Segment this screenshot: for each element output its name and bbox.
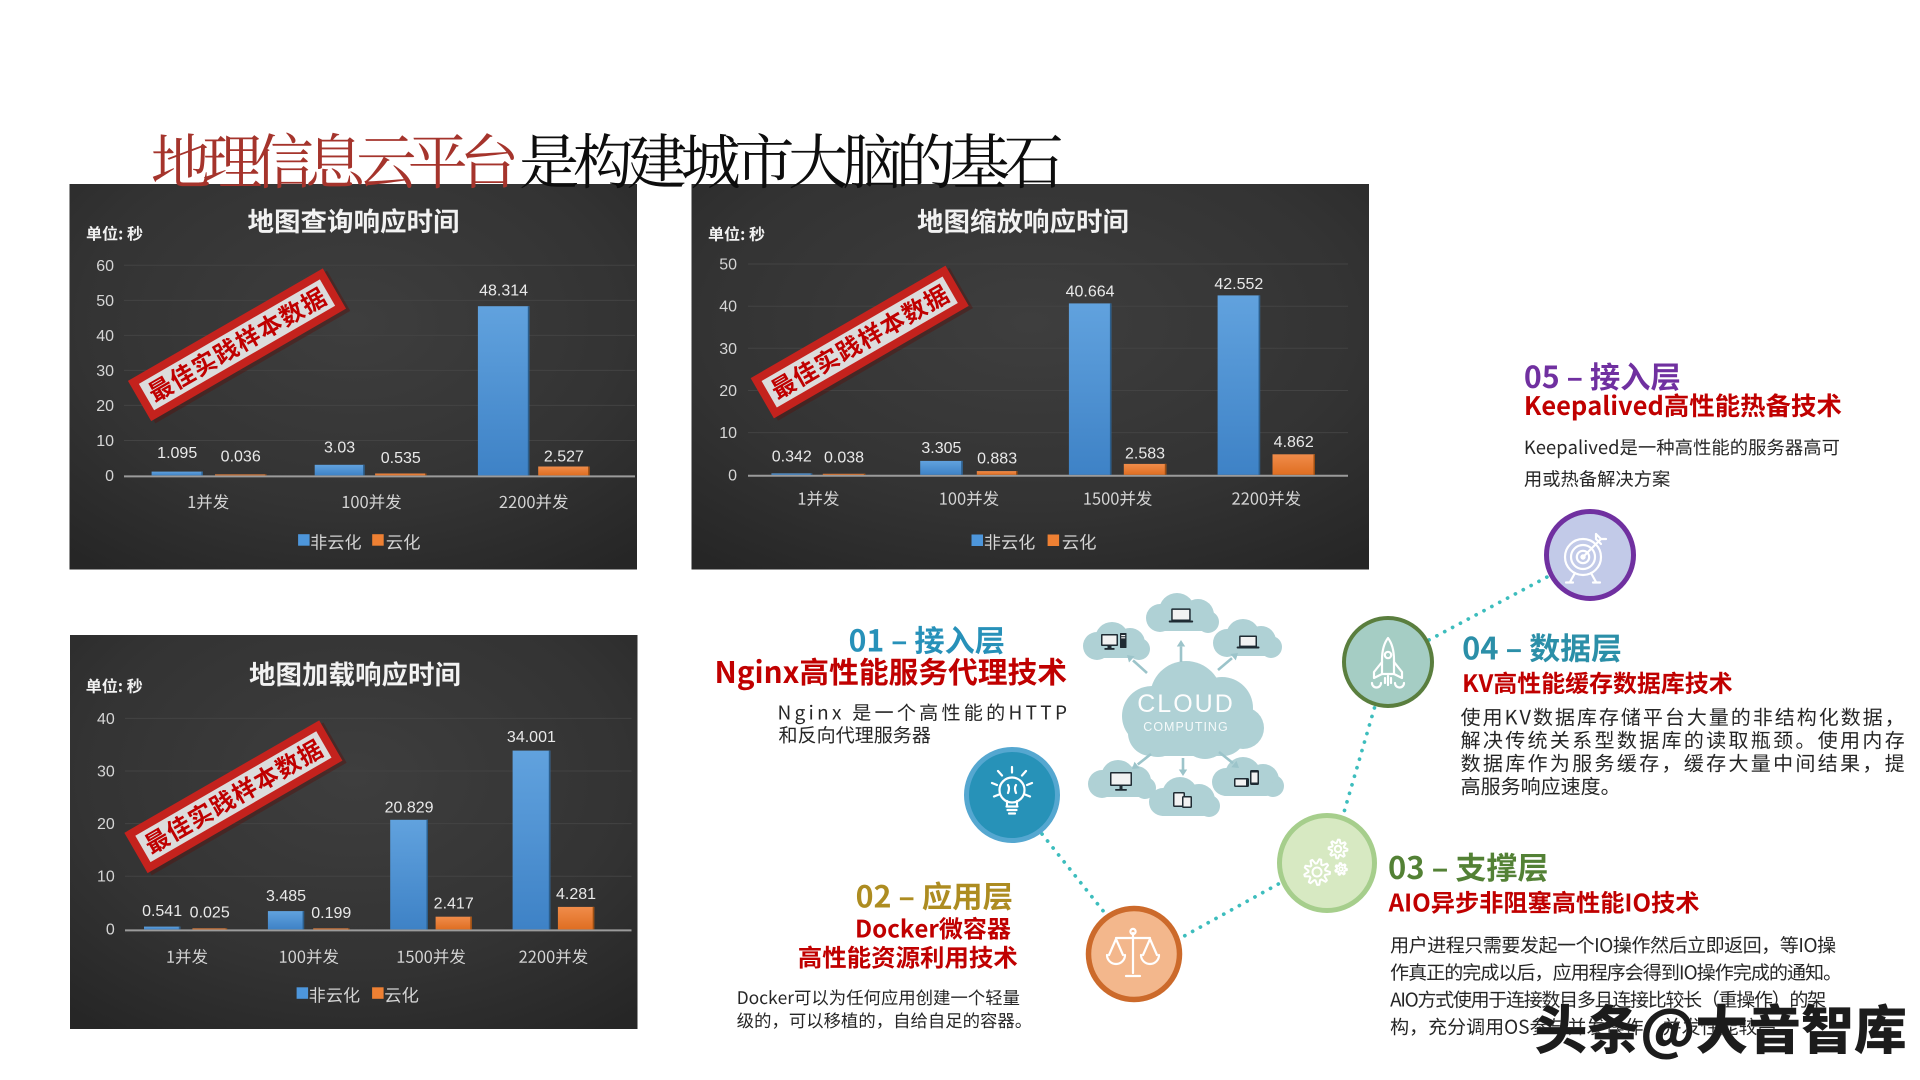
svg-text:0.541: 0.541: [142, 903, 182, 920]
svg-text:3.03: 3.03: [324, 440, 355, 457]
svg-text:40: 40: [719, 299, 737, 316]
svg-text:50: 50: [719, 257, 737, 274]
svg-text:2.583: 2.583: [1125, 445, 1165, 462]
svg-text:34.001: 34.001: [507, 729, 556, 746]
svg-text:10: 10: [719, 425, 737, 442]
svg-text:0.883: 0.883: [977, 451, 1017, 468]
svg-text:3.485: 3.485: [266, 888, 306, 905]
svg-text:40: 40: [96, 328, 114, 345]
svg-text:3.305: 3.305: [921, 440, 961, 457]
svg-text:0.342: 0.342: [772, 449, 812, 466]
svg-text:4.281: 4.281: [556, 886, 596, 903]
svg-text:40.664: 40.664: [1066, 284, 1115, 301]
svg-text:1.095: 1.095: [157, 445, 197, 462]
svg-text:20: 20: [97, 816, 115, 833]
svg-text:CLOUD: CLOUD: [1137, 690, 1235, 718]
svg-text:20.829: 20.829: [385, 799, 434, 816]
svg-text:0: 0: [105, 468, 114, 485]
svg-text:0: 0: [106, 921, 115, 938]
svg-text:0.036: 0.036: [221, 449, 261, 466]
svg-text:4.862: 4.862: [1274, 434, 1314, 451]
svg-text:0: 0: [728, 467, 737, 484]
svg-text:20: 20: [96, 398, 114, 415]
svg-text:0.025: 0.025: [190, 905, 230, 922]
svg-text:48.314: 48.314: [479, 283, 528, 300]
svg-text:60: 60: [96, 258, 114, 275]
svg-text:20: 20: [719, 383, 737, 400]
svg-text:10: 10: [97, 869, 115, 886]
svg-text:COMPUTING: COMPUTING: [1143, 720, 1228, 734]
svg-text:0.038: 0.038: [824, 450, 864, 467]
svg-text:2.417: 2.417: [434, 896, 474, 913]
svg-text:0.535: 0.535: [381, 450, 421, 467]
svg-text:42.552: 42.552: [1214, 276, 1263, 293]
svg-text:30: 30: [97, 764, 115, 781]
svg-text:2.527: 2.527: [544, 449, 584, 466]
svg-text:30: 30: [719, 341, 737, 358]
svg-text:10: 10: [96, 433, 114, 450]
svg-text:40: 40: [97, 711, 115, 728]
svg-text:50: 50: [96, 293, 114, 310]
svg-text:0.199: 0.199: [311, 905, 351, 922]
svg-text:30: 30: [96, 363, 114, 380]
